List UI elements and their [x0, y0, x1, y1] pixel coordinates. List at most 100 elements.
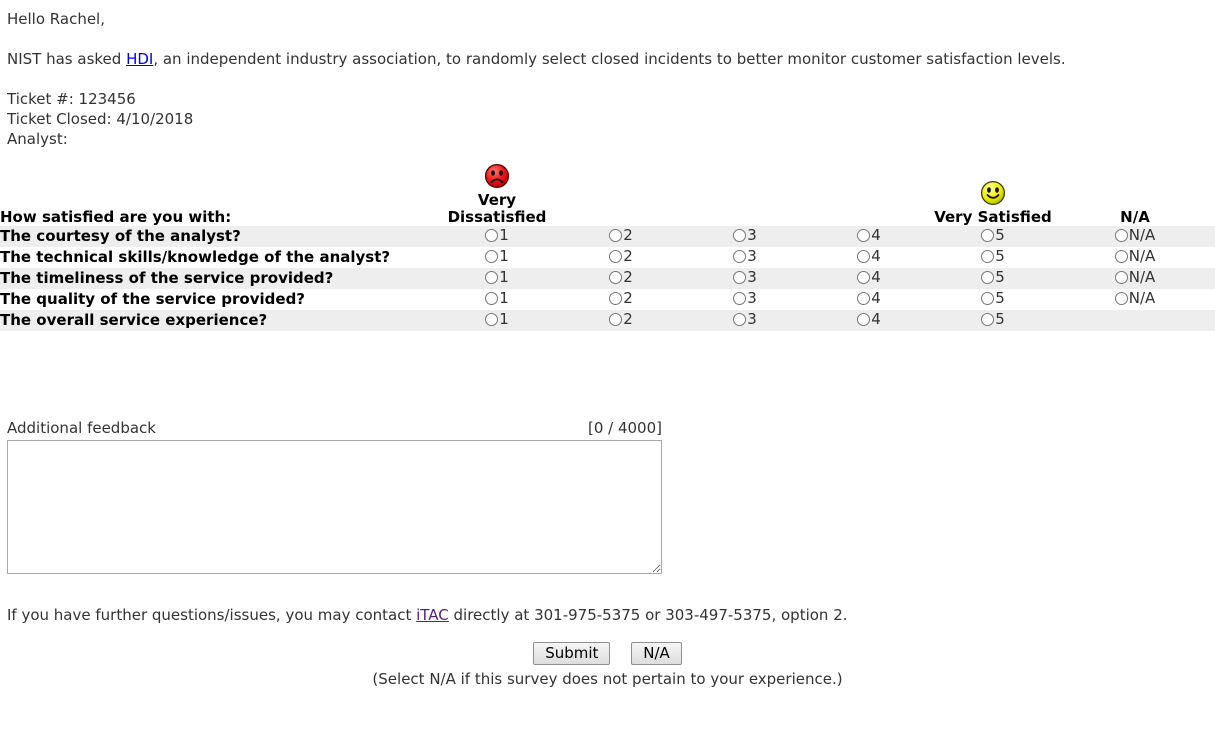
submit-button[interactable]: Submit	[533, 642, 611, 665]
rating-radio[interactable]	[485, 229, 499, 242]
question-label: The timeliness of the service provided?	[0, 269, 334, 287]
table-row: The overall service experience? 1 2 3 4 …	[0, 310, 1215, 331]
rating-option[interactable]: 3	[733, 226, 757, 244]
ticket-info: Ticket #: 123456 Ticket Closed: 4/10/201…	[0, 89, 1215, 149]
rating-option-label: 1	[499, 268, 509, 286]
table-row: The courtesy of the analyst? 1 2 3 4 5 N…	[0, 226, 1215, 247]
na-radio[interactable]	[1114, 292, 1128, 305]
question-label: The quality of the service provided?	[0, 290, 306, 308]
na-option[interactable]: N/A	[1114, 226, 1155, 244]
rating-radio[interactable]	[857, 313, 871, 326]
rating-radio[interactable]	[857, 250, 871, 263]
rating-option[interactable]: 2	[609, 310, 633, 328]
na-radio[interactable]	[1114, 250, 1128, 263]
rating-radio[interactable]	[981, 250, 995, 263]
rating-option[interactable]: 1	[485, 289, 509, 307]
rating-option[interactable]: 4	[857, 226, 881, 244]
question-label: The technical skills/knowledge of the an…	[0, 248, 391, 266]
na-note: (Select N/A if this survey does not pert…	[372, 670, 843, 688]
rating-option[interactable]: 1	[485, 310, 509, 328]
contact-text-before: If you have further questions/issues, yo…	[7, 606, 417, 624]
rating-radio[interactable]	[733, 271, 747, 284]
question-label: The overall service experience?	[0, 311, 268, 329]
rating-radio[interactable]	[981, 229, 995, 242]
na-option[interactable]: N/A	[1114, 247, 1156, 265]
rating-option[interactable]: 2	[609, 247, 633, 265]
rating-option-label: 2	[623, 268, 633, 286]
empty-cell	[1055, 310, 1215, 331]
rating-option-label: 4	[871, 226, 881, 244]
intro-text-after: , an independent industry association, t…	[153, 50, 1066, 68]
rating-option[interactable]: 4	[857, 268, 881, 286]
rating-option[interactable]: 3	[733, 310, 757, 328]
feedback-textarea[interactable]	[7, 440, 662, 574]
hdi-link[interactable]: HDI	[126, 50, 154, 68]
itac-link[interactable]: iTAC	[416, 606, 449, 624]
rating-radio[interactable]	[857, 229, 871, 242]
rating-option-label: 4	[871, 268, 881, 286]
rating-option[interactable]: 5	[981, 310, 1005, 328]
rating-radio[interactable]	[485, 292, 499, 305]
rating-option[interactable]: 4	[857, 310, 881, 328]
question-label: The courtesy of the analyst?	[0, 227, 241, 245]
contact-text-after: directly at 301-975-5375 or 303-497-5375…	[448, 606, 848, 624]
rating-radio[interactable]	[857, 271, 871, 284]
rating-option-label: 4	[871, 247, 881, 265]
rating-radio[interactable]	[733, 250, 747, 263]
rating-radio[interactable]	[857, 292, 871, 305]
rating-option-label: 3	[747, 247, 757, 265]
rating-radio[interactable]	[733, 229, 747, 242]
rating-radio[interactable]	[981, 271, 995, 284]
na-button[interactable]: N/A	[631, 642, 682, 665]
rating-option-label: 2	[623, 247, 633, 265]
rating-radio[interactable]	[609, 292, 623, 305]
rating-radio[interactable]	[609, 271, 623, 284]
rating-radio[interactable]	[609, 250, 623, 263]
rating-radio[interactable]	[609, 313, 623, 326]
rating-option[interactable]: 3	[733, 289, 757, 307]
intro-paragraph: NIST has asked HDI, an independent indus…	[0, 50, 1215, 69]
rating-option[interactable]: 5	[981, 247, 1005, 265]
rating-radio[interactable]	[981, 313, 995, 326]
rating-option[interactable]: 5	[981, 268, 1005, 286]
rating-radio[interactable]	[485, 250, 499, 263]
rating-option-label: 1	[499, 310, 509, 328]
na-radio[interactable]	[1114, 271, 1128, 284]
rating-option-label: 1	[499, 289, 509, 307]
feedback-section: Additional feedback [0 / 4000]	[0, 419, 662, 574]
rating-option[interactable]: 2	[609, 289, 633, 307]
analyst-line: Analyst:	[7, 130, 68, 148]
rating-radio[interactable]	[733, 292, 747, 305]
table-row: The timeliness of the service provided? …	[0, 268, 1215, 289]
rating-option-label: 5	[995, 226, 1005, 244]
rating-radio[interactable]	[485, 313, 499, 326]
action-buttons: Submit N/A	[0, 642, 1215, 665]
rating-radio[interactable]	[733, 313, 747, 326]
rating-option[interactable]: 5	[981, 289, 1005, 307]
rating-option[interactable]: 1	[485, 268, 509, 286]
rating-option[interactable]: 1	[485, 247, 509, 265]
contact-paragraph: If you have further questions/issues, yo…	[0, 606, 1215, 625]
rating-option-label: 5	[995, 247, 1005, 265]
rating-radio[interactable]	[609, 229, 623, 242]
rating-option[interactable]: 2	[609, 268, 633, 286]
table-row: The technical skills/knowledge of the an…	[0, 247, 1215, 268]
survey-page: Hello Rachel, NIST has asked HDI, an ind…	[0, 10, 1215, 688]
na-radio[interactable]	[1114, 229, 1128, 242]
rating-option[interactable]: 1	[485, 226, 509, 244]
rating-option[interactable]: 3	[733, 247, 757, 265]
na-option-label: N/A	[1128, 247, 1156, 265]
happy-face-icon	[980, 180, 1006, 206]
rating-option[interactable]: 2	[609, 226, 633, 244]
na-option[interactable]: N/A	[1114, 289, 1155, 307]
very-dissatisfied-header: Very Dissatisfied	[435, 163, 559, 226]
rating-option[interactable]: 4	[857, 289, 881, 307]
rating-option[interactable]: 3	[733, 268, 757, 286]
rating-option-label: 3	[747, 310, 757, 328]
rating-radio[interactable]	[981, 292, 995, 305]
rating-option[interactable]: 5	[981, 226, 1005, 244]
rating-option[interactable]: 4	[857, 247, 881, 265]
na-option[interactable]: N/A	[1114, 268, 1155, 286]
rating-radio[interactable]	[485, 271, 499, 284]
rating-option-label: 3	[747, 289, 757, 307]
